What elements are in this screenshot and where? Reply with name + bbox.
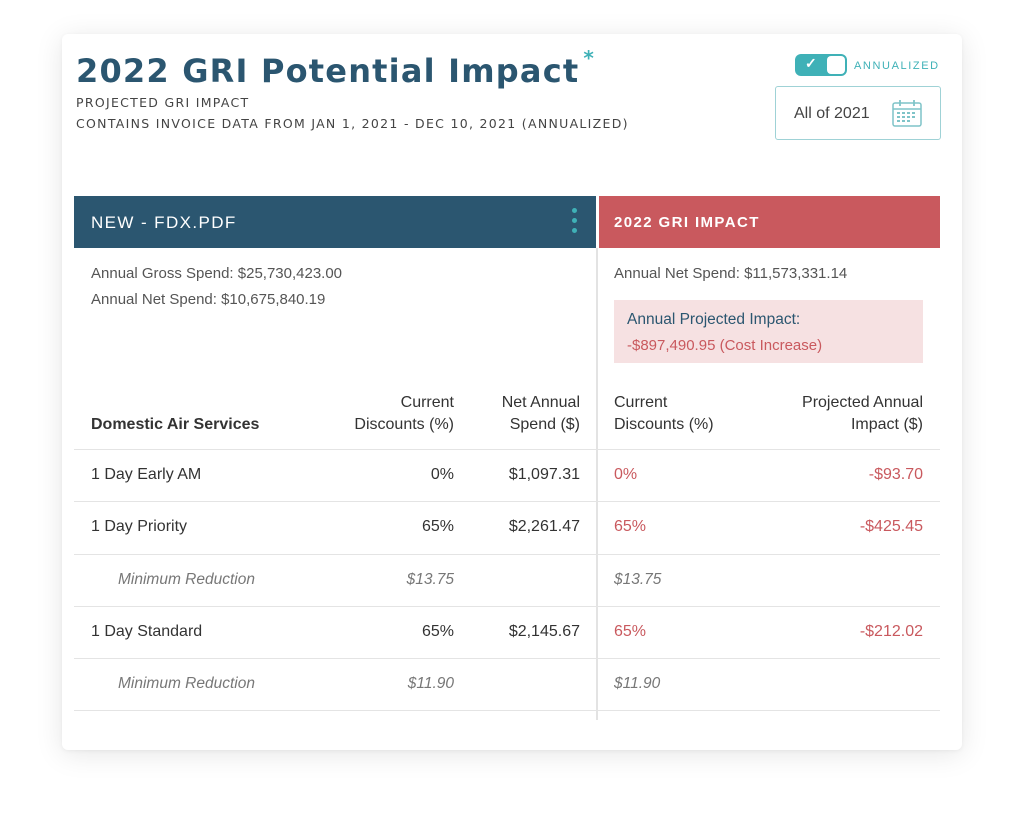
annualized-label: ANNUALIZED: [854, 60, 940, 72]
col-header-projected-impact: Projected Annual Impact ($): [802, 394, 923, 433]
impact-label: Annual Projected Impact:: [627, 311, 801, 328]
row-right-discount: 65%: [614, 623, 647, 640]
annual-net-spend-left: Annual Net Spend: $10,675,840.19: [91, 291, 326, 308]
right-panel-title: 2022 GRI IMPACT: [614, 214, 760, 231]
col-header-current-discounts: Current Discounts (%): [354, 394, 454, 433]
row-service-name: 1 Day Early AM: [91, 466, 202, 483]
left-panel-header: NEW - FDX.PDF: [74, 196, 596, 248]
row-right-discount: 0%: [614, 466, 638, 483]
row-service-name: 1 Day Standard: [91, 623, 203, 640]
row-right-discount: 65%: [614, 518, 647, 535]
right-panel-header: 2022 GRI IMPACT: [599, 196, 940, 248]
row-divider: [74, 449, 940, 450]
row-divider: [74, 501, 940, 502]
date-filter-button[interactable]: All of 2021: [775, 86, 941, 140]
row-net-spend: $1,097.31: [508, 466, 580, 483]
date-filter-label: All of 2021: [794, 105, 870, 122]
row-divider: [74, 606, 940, 607]
row-projected-impact: -$212.02: [859, 623, 923, 640]
row-net-spend: $2,261.47: [508, 518, 580, 535]
row-projected-impact: -$93.70: [868, 466, 923, 483]
row-current-discount: 65%: [421, 623, 454, 640]
row-minimum-reduction-label: Minimum Reduction: [118, 571, 255, 588]
asterisk-marker: *: [583, 46, 596, 70]
row-divider: [74, 658, 940, 659]
row-projected-impact: -$425.45: [859, 518, 923, 535]
gri-impact-card: 2022 GRI Potential Impact * PROJECTED GRI…: [62, 34, 962, 750]
row-current-discount: 0%: [430, 466, 454, 483]
calendar-icon: [892, 100, 922, 127]
panel-divider: [596, 248, 598, 720]
row-minimum-reduction-value: $13.75: [406, 571, 454, 588]
impact-value: -$897,490.95 (Cost Increase): [627, 337, 823, 354]
annualized-toggle[interactable]: ✓: [795, 54, 847, 76]
subtitle-projected: PROJECTED GRI IMPACT: [76, 95, 250, 110]
subtitle-invoice-range: CONTAINS INVOICE DATA FROM JAN 1, 2021 -…: [76, 116, 629, 131]
checkmark-icon: ✓: [805, 55, 817, 71]
annual-gross-spend: Annual Gross Spend: $25,730,423.00: [91, 265, 343, 282]
row-service-name: 1 Day Priority: [91, 518, 188, 535]
row-right-minimum-reduction-value: $13.75: [614, 571, 662, 588]
row-divider: [74, 710, 940, 711]
projected-impact-box: Annual Projected Impact: -$897,490.95 (C…: [614, 300, 923, 363]
page-title: 2022 GRI Potential Impact *: [76, 46, 596, 90]
toggle-knob: [827, 56, 845, 74]
row-minimum-reduction-label: Minimum Reduction: [118, 675, 255, 692]
annual-net-spend-right: Annual Net Spend: $11,573,331.14: [614, 265, 848, 282]
col-header-service: Domestic Air Services: [91, 416, 260, 433]
vertical-dots-icon[interactable]: [570, 208, 578, 238]
row-current-discount: 65%: [421, 518, 454, 535]
row-divider: [74, 554, 940, 555]
row-net-spend: $2,145.67: [508, 623, 580, 640]
row-right-minimum-reduction-value: $11.90: [614, 675, 661, 692]
col-header-net-annual-spend: Net Annual Spend ($): [501, 394, 580, 433]
row-minimum-reduction-value: $11.90: [407, 675, 454, 692]
col-header-right-current-discounts: Current Discounts (%): [614, 394, 714, 433]
left-panel-title: NEW - FDX.PDF: [91, 213, 237, 232]
